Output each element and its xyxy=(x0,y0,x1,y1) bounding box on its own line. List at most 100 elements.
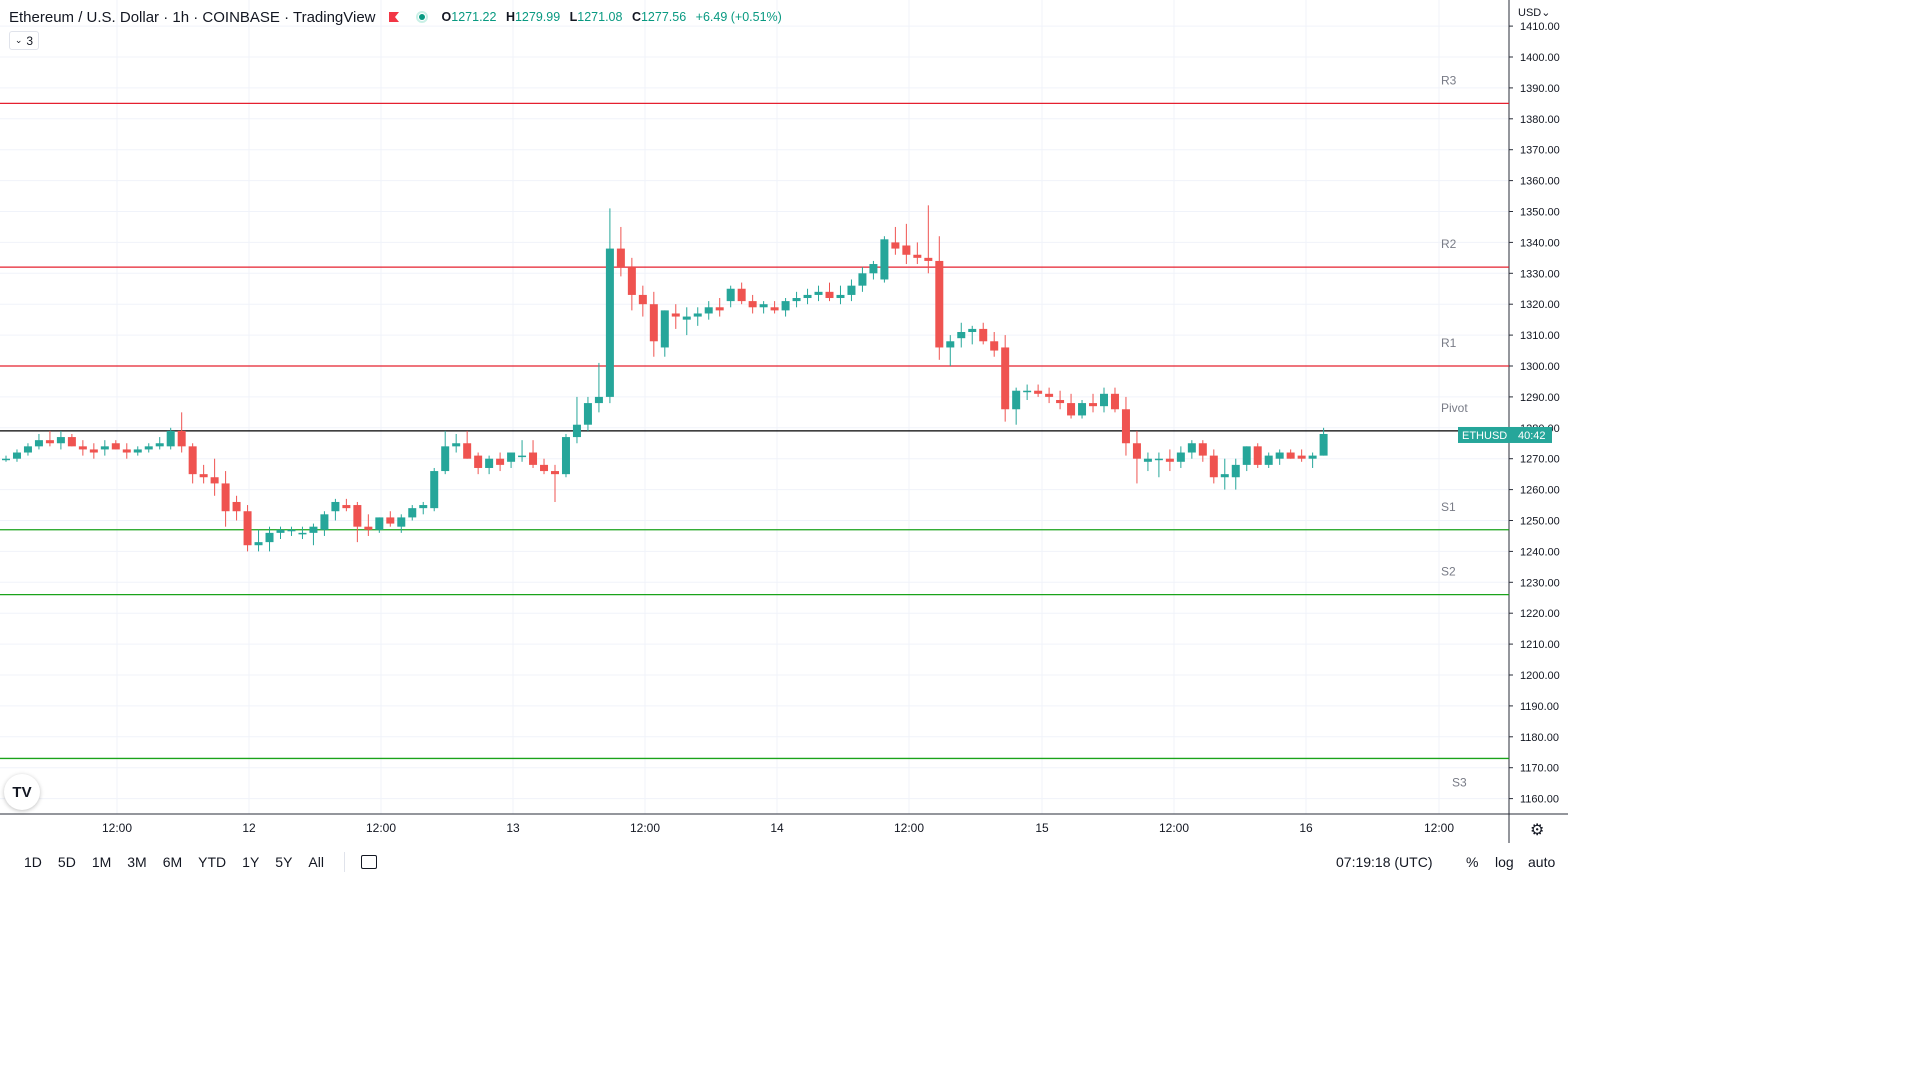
candle xyxy=(199,464,208,484)
level-label-s2: S2 xyxy=(1441,565,1456,579)
candle-body xyxy=(320,514,329,530)
candle xyxy=(1242,446,1251,472)
candle-body xyxy=(616,248,625,268)
candle xyxy=(320,511,329,536)
candle-body xyxy=(254,542,263,546)
candle-body xyxy=(1089,403,1098,407)
log-toggle[interactable]: log xyxy=(1495,853,1514,870)
candle xyxy=(1100,387,1108,413)
candle xyxy=(1231,458,1240,490)
range-button-1m[interactable]: 1M xyxy=(91,853,112,870)
currency-selector[interactable]: USD⌄ xyxy=(1518,7,1551,19)
auto-toggle[interactable]: auto xyxy=(1528,853,1556,870)
candle xyxy=(1264,452,1273,468)
tradingview-logo[interactable]: TV xyxy=(4,774,40,810)
candle-body xyxy=(122,449,131,453)
candle xyxy=(1209,449,1218,484)
candle xyxy=(1286,449,1295,459)
level-label-r3: R3 xyxy=(1441,73,1457,87)
candle xyxy=(529,440,538,468)
candle-body xyxy=(441,446,450,472)
candle xyxy=(1165,449,1174,472)
y-tick-label: 1320.00 xyxy=(1520,299,1560,311)
candle xyxy=(1056,390,1065,410)
candle xyxy=(56,430,65,450)
candle xyxy=(540,458,549,475)
candle-body xyxy=(1121,409,1130,444)
candle-body xyxy=(693,313,702,317)
candle-body xyxy=(638,294,647,305)
candle-body xyxy=(1012,390,1021,410)
candle xyxy=(1176,446,1185,468)
symbol-title[interactable]: Ethereum / U.S. Dollar · 1h · COINBASE ·… xyxy=(9,8,376,26)
market-status-icon[interactable] xyxy=(415,11,428,23)
candle-body xyxy=(78,446,87,450)
high-value: 1279.99 xyxy=(514,10,561,24)
candle xyxy=(583,396,592,431)
flag-icon[interactable] xyxy=(388,11,400,23)
candle xyxy=(704,301,713,320)
candle xyxy=(364,514,373,536)
range-button-1y[interactable]: 1Y xyxy=(242,853,260,870)
calendar-icon[interactable] xyxy=(360,854,377,869)
chart-header: Ethereum / U.S. Dollar · 1h · COINBASE ·… xyxy=(9,6,788,28)
x-tick-label: 12:00 xyxy=(366,821,396,835)
range-button-1d[interactable]: 1D xyxy=(24,853,42,870)
candle xyxy=(430,467,439,512)
candle xyxy=(397,514,406,533)
candle-body xyxy=(364,526,373,530)
chevron-down-icon: ⌄ xyxy=(14,35,23,45)
range-button-5d[interactable]: 5D xyxy=(57,853,76,870)
candle xyxy=(23,443,32,456)
candle xyxy=(792,291,801,308)
candle-body xyxy=(331,501,340,512)
candle xyxy=(1023,384,1032,400)
candle-body xyxy=(1220,474,1229,478)
range-button-ytd[interactable]: YTD xyxy=(198,853,227,870)
candle xyxy=(496,452,505,472)
candle xyxy=(1121,396,1130,456)
candle-body xyxy=(210,477,219,484)
candle xyxy=(671,304,680,329)
candle xyxy=(561,433,570,478)
candle-body xyxy=(199,474,208,478)
candle-body xyxy=(759,304,768,308)
candle xyxy=(737,282,746,305)
change-value: +6.49 (+0.51%) xyxy=(695,10,782,24)
candle xyxy=(232,495,241,521)
range-button-all[interactable]: All xyxy=(308,853,324,870)
time-axis[interactable]: 12:00 12 12:00 13 12:00 14 12:00 15 12:00 16 12:00 xyxy=(102,821,1454,835)
candle-body xyxy=(1143,458,1152,462)
clock[interactable]: 07:19:18 (UTC) xyxy=(1336,853,1433,870)
candle xyxy=(1110,387,1119,413)
candle xyxy=(276,526,285,540)
range-button-3m[interactable]: 3M xyxy=(127,853,147,870)
candle-body xyxy=(748,301,757,308)
gear-icon[interactable]: ⚙ xyxy=(1530,822,1545,839)
price-axis[interactable]: 1160.00 1170.00 1180.00 1190.00 1200.00 1210.… xyxy=(1509,21,1560,806)
candle-body xyxy=(781,301,790,311)
candle-body xyxy=(561,437,570,475)
candle xyxy=(452,433,461,453)
range-button-6m[interactable]: 6M xyxy=(162,853,183,870)
level-label-pivot: Pivot xyxy=(1441,401,1468,415)
candle-body xyxy=(276,529,285,533)
level-label-s1: S1 xyxy=(1441,500,1456,514)
candle-body xyxy=(342,505,351,509)
percent-toggle[interactable]: % xyxy=(1466,853,1479,870)
level-label-r2: R2 xyxy=(1441,237,1457,251)
y-tick-label: 1190.00 xyxy=(1520,701,1559,713)
candle-body xyxy=(265,532,274,543)
candle xyxy=(660,310,669,357)
candle xyxy=(177,412,186,453)
range-button-5y[interactable]: 5Y xyxy=(275,853,293,870)
candle xyxy=(880,236,889,283)
candle-body xyxy=(529,452,538,465)
level-label-r1: R1 xyxy=(1441,336,1457,350)
candle xyxy=(309,523,318,546)
candle xyxy=(814,285,823,302)
price-tag-countdown: 40:42 xyxy=(1518,430,1546,442)
indicators-toggle[interactable]: ⌄ 3 xyxy=(9,31,39,50)
candle-body xyxy=(836,294,845,299)
